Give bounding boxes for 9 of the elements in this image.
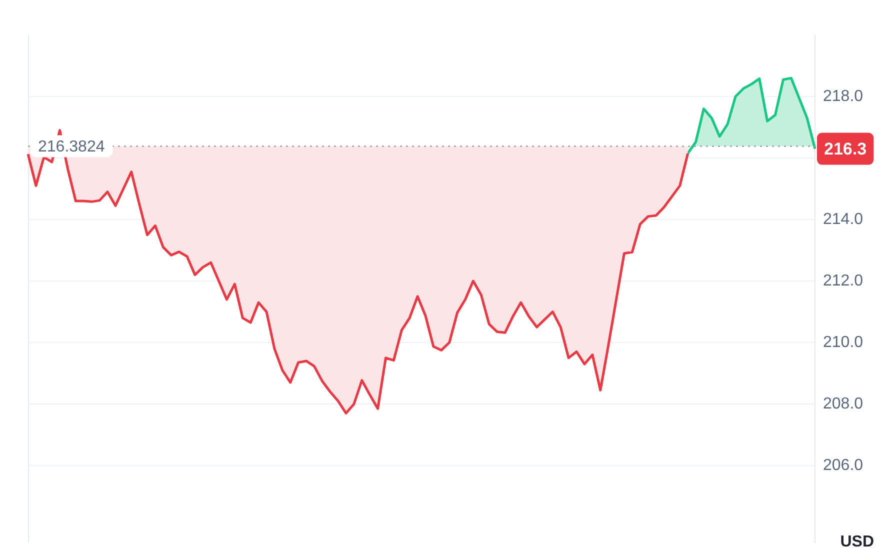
data-label: 216.3 bbox=[824, 139, 867, 158]
y-tick-label: 212.0 bbox=[823, 272, 864, 290]
y-tick-label: 210.0 bbox=[823, 334, 864, 351]
y-tick-label: 218.0 bbox=[823, 88, 864, 105]
y-tick-label: 208.0 bbox=[823, 395, 864, 412]
y-tick-label: 206.0 bbox=[823, 456, 864, 474]
y-tick-label: 214.0 bbox=[823, 210, 864, 228]
ref-line-label: 216.3824 bbox=[38, 138, 105, 156]
text: USD bbox=[840, 533, 874, 550]
